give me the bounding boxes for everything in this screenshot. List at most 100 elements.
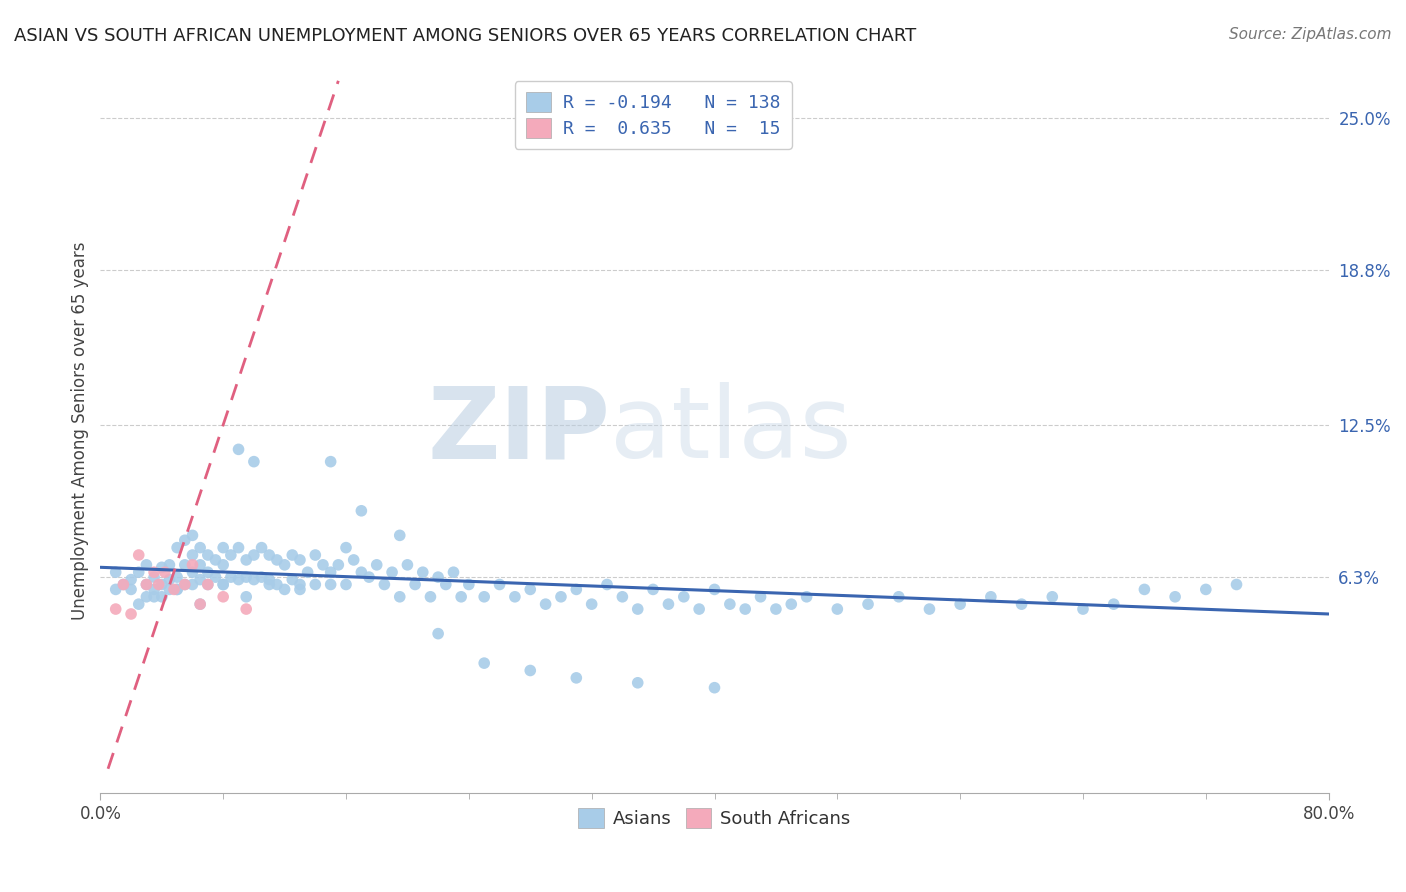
Point	[1195, 582, 1218, 597]
Point	[112, 577, 135, 591]
Point	[288, 577, 311, 591]
Point	[153, 565, 176, 579]
Point	[450, 590, 472, 604]
Point	[672, 590, 695, 604]
Point	[457, 577, 479, 591]
Point	[565, 671, 588, 685]
Point	[120, 607, 142, 621]
Point	[228, 573, 250, 587]
Point	[443, 565, 465, 579]
Point	[197, 548, 219, 562]
Point	[434, 577, 457, 591]
Point	[335, 577, 357, 591]
Point	[166, 582, 188, 597]
Point	[404, 577, 426, 591]
Point	[197, 577, 219, 591]
Point	[657, 597, 679, 611]
Y-axis label: Unemployment Among Seniors over 65 years: Unemployment Among Seniors over 65 years	[72, 242, 89, 620]
Point	[534, 597, 557, 611]
Point	[734, 602, 756, 616]
Point	[135, 577, 157, 591]
Point	[150, 590, 173, 604]
Text: Source: ZipAtlas.com: Source: ZipAtlas.com	[1229, 27, 1392, 42]
Point	[1102, 597, 1125, 611]
Point	[281, 548, 304, 562]
Point	[143, 590, 166, 604]
Point	[250, 541, 273, 555]
Point	[1011, 597, 1033, 611]
Point	[163, 582, 186, 597]
Point	[519, 582, 541, 597]
Point	[159, 558, 181, 572]
Point	[565, 582, 588, 597]
Point	[319, 455, 342, 469]
Point	[219, 548, 242, 562]
Point	[319, 565, 342, 579]
Point	[503, 590, 526, 604]
Point	[143, 582, 166, 597]
Point	[243, 455, 266, 469]
Point	[350, 504, 373, 518]
Point	[718, 597, 741, 611]
Point	[749, 590, 772, 604]
Point	[120, 573, 142, 587]
Point	[181, 528, 204, 542]
Point	[188, 541, 211, 555]
Point	[166, 541, 188, 555]
Point	[135, 558, 157, 572]
Point	[887, 590, 910, 604]
Point	[181, 558, 204, 572]
Point	[273, 558, 295, 572]
Point	[257, 577, 280, 591]
Point	[212, 577, 235, 591]
Point	[765, 602, 787, 616]
Point	[173, 577, 195, 591]
Point	[243, 548, 266, 562]
Point	[918, 602, 941, 616]
Point	[780, 597, 803, 611]
Point	[112, 577, 135, 591]
Point	[796, 590, 818, 604]
Point	[980, 590, 1002, 604]
Point	[120, 582, 142, 597]
Point	[166, 582, 188, 597]
Point	[427, 626, 450, 640]
Point	[297, 565, 319, 579]
Point	[949, 597, 972, 611]
Point	[235, 590, 257, 604]
Point	[388, 590, 411, 604]
Point	[181, 548, 204, 562]
Point	[366, 558, 388, 572]
Point	[128, 597, 150, 611]
Point	[1040, 590, 1063, 604]
Point	[856, 597, 879, 611]
Point	[1133, 582, 1156, 597]
Point	[281, 573, 304, 587]
Point	[181, 577, 204, 591]
Point	[266, 577, 288, 591]
Point	[1071, 602, 1094, 616]
Point	[596, 577, 619, 591]
Point	[150, 560, 173, 574]
Point	[550, 590, 572, 604]
Point	[135, 590, 157, 604]
Point	[396, 558, 419, 572]
Point	[212, 541, 235, 555]
Point	[373, 577, 395, 591]
Point	[288, 553, 311, 567]
Point	[388, 528, 411, 542]
Point	[581, 597, 603, 611]
Point	[181, 565, 204, 579]
Point	[419, 590, 441, 604]
Point	[319, 577, 342, 591]
Point	[128, 548, 150, 562]
Point	[266, 553, 288, 567]
Point	[243, 573, 266, 587]
Point	[143, 565, 166, 579]
Point	[357, 570, 380, 584]
Point	[235, 602, 257, 616]
Point	[703, 681, 725, 695]
Point	[641, 582, 664, 597]
Point	[1225, 577, 1247, 591]
Point	[381, 565, 404, 579]
